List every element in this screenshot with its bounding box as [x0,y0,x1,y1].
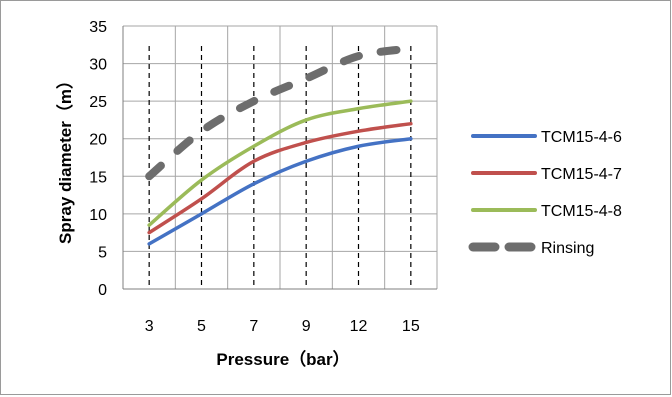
y-tick-label: 5 [98,244,107,261]
x-tick-label: 7 [249,318,258,335]
x-tick-label: 12 [350,318,368,335]
y-tick-label: 25 [89,94,107,111]
drop-lines [148,46,412,289]
series-line-tcm15-4-7 [147,121,413,235]
x-tick-label: 15 [402,318,420,335]
y-tick-label: 15 [89,169,107,186]
y-tick-label: 10 [89,207,107,224]
legend-label: TCM15-4-6 [541,129,622,146]
series-line-tcm15-4-6 [147,136,413,246]
y-tick-label: 35 [89,19,107,36]
y-tick-label: 30 [89,57,107,74]
grid-layer [123,25,438,289]
legend-label: TCM15-4-8 [541,203,622,220]
y-axis-title: Spray diameter（m） [55,72,75,244]
x-tick-label: 5 [197,318,206,335]
x-axis-title: Pressure（bar） [216,349,349,369]
legend-label: Rinsing [541,240,594,257]
series-line-tcm15-4-8 [147,99,413,227]
legend-label: TCM15-4-7 [541,166,622,183]
y-tick-label: 20 [89,132,107,149]
x-tick-label: 9 [302,318,311,335]
axes [122,26,437,290]
y-tick-label: 0 [98,282,107,299]
x-tick-label: 3 [145,318,154,335]
series-lines [145,44,415,246]
legend: TCM15-4-6 TCM15-4-7 TCM15-4-8 Rinsing [468,129,622,257]
series-line-rinsing [145,44,415,181]
